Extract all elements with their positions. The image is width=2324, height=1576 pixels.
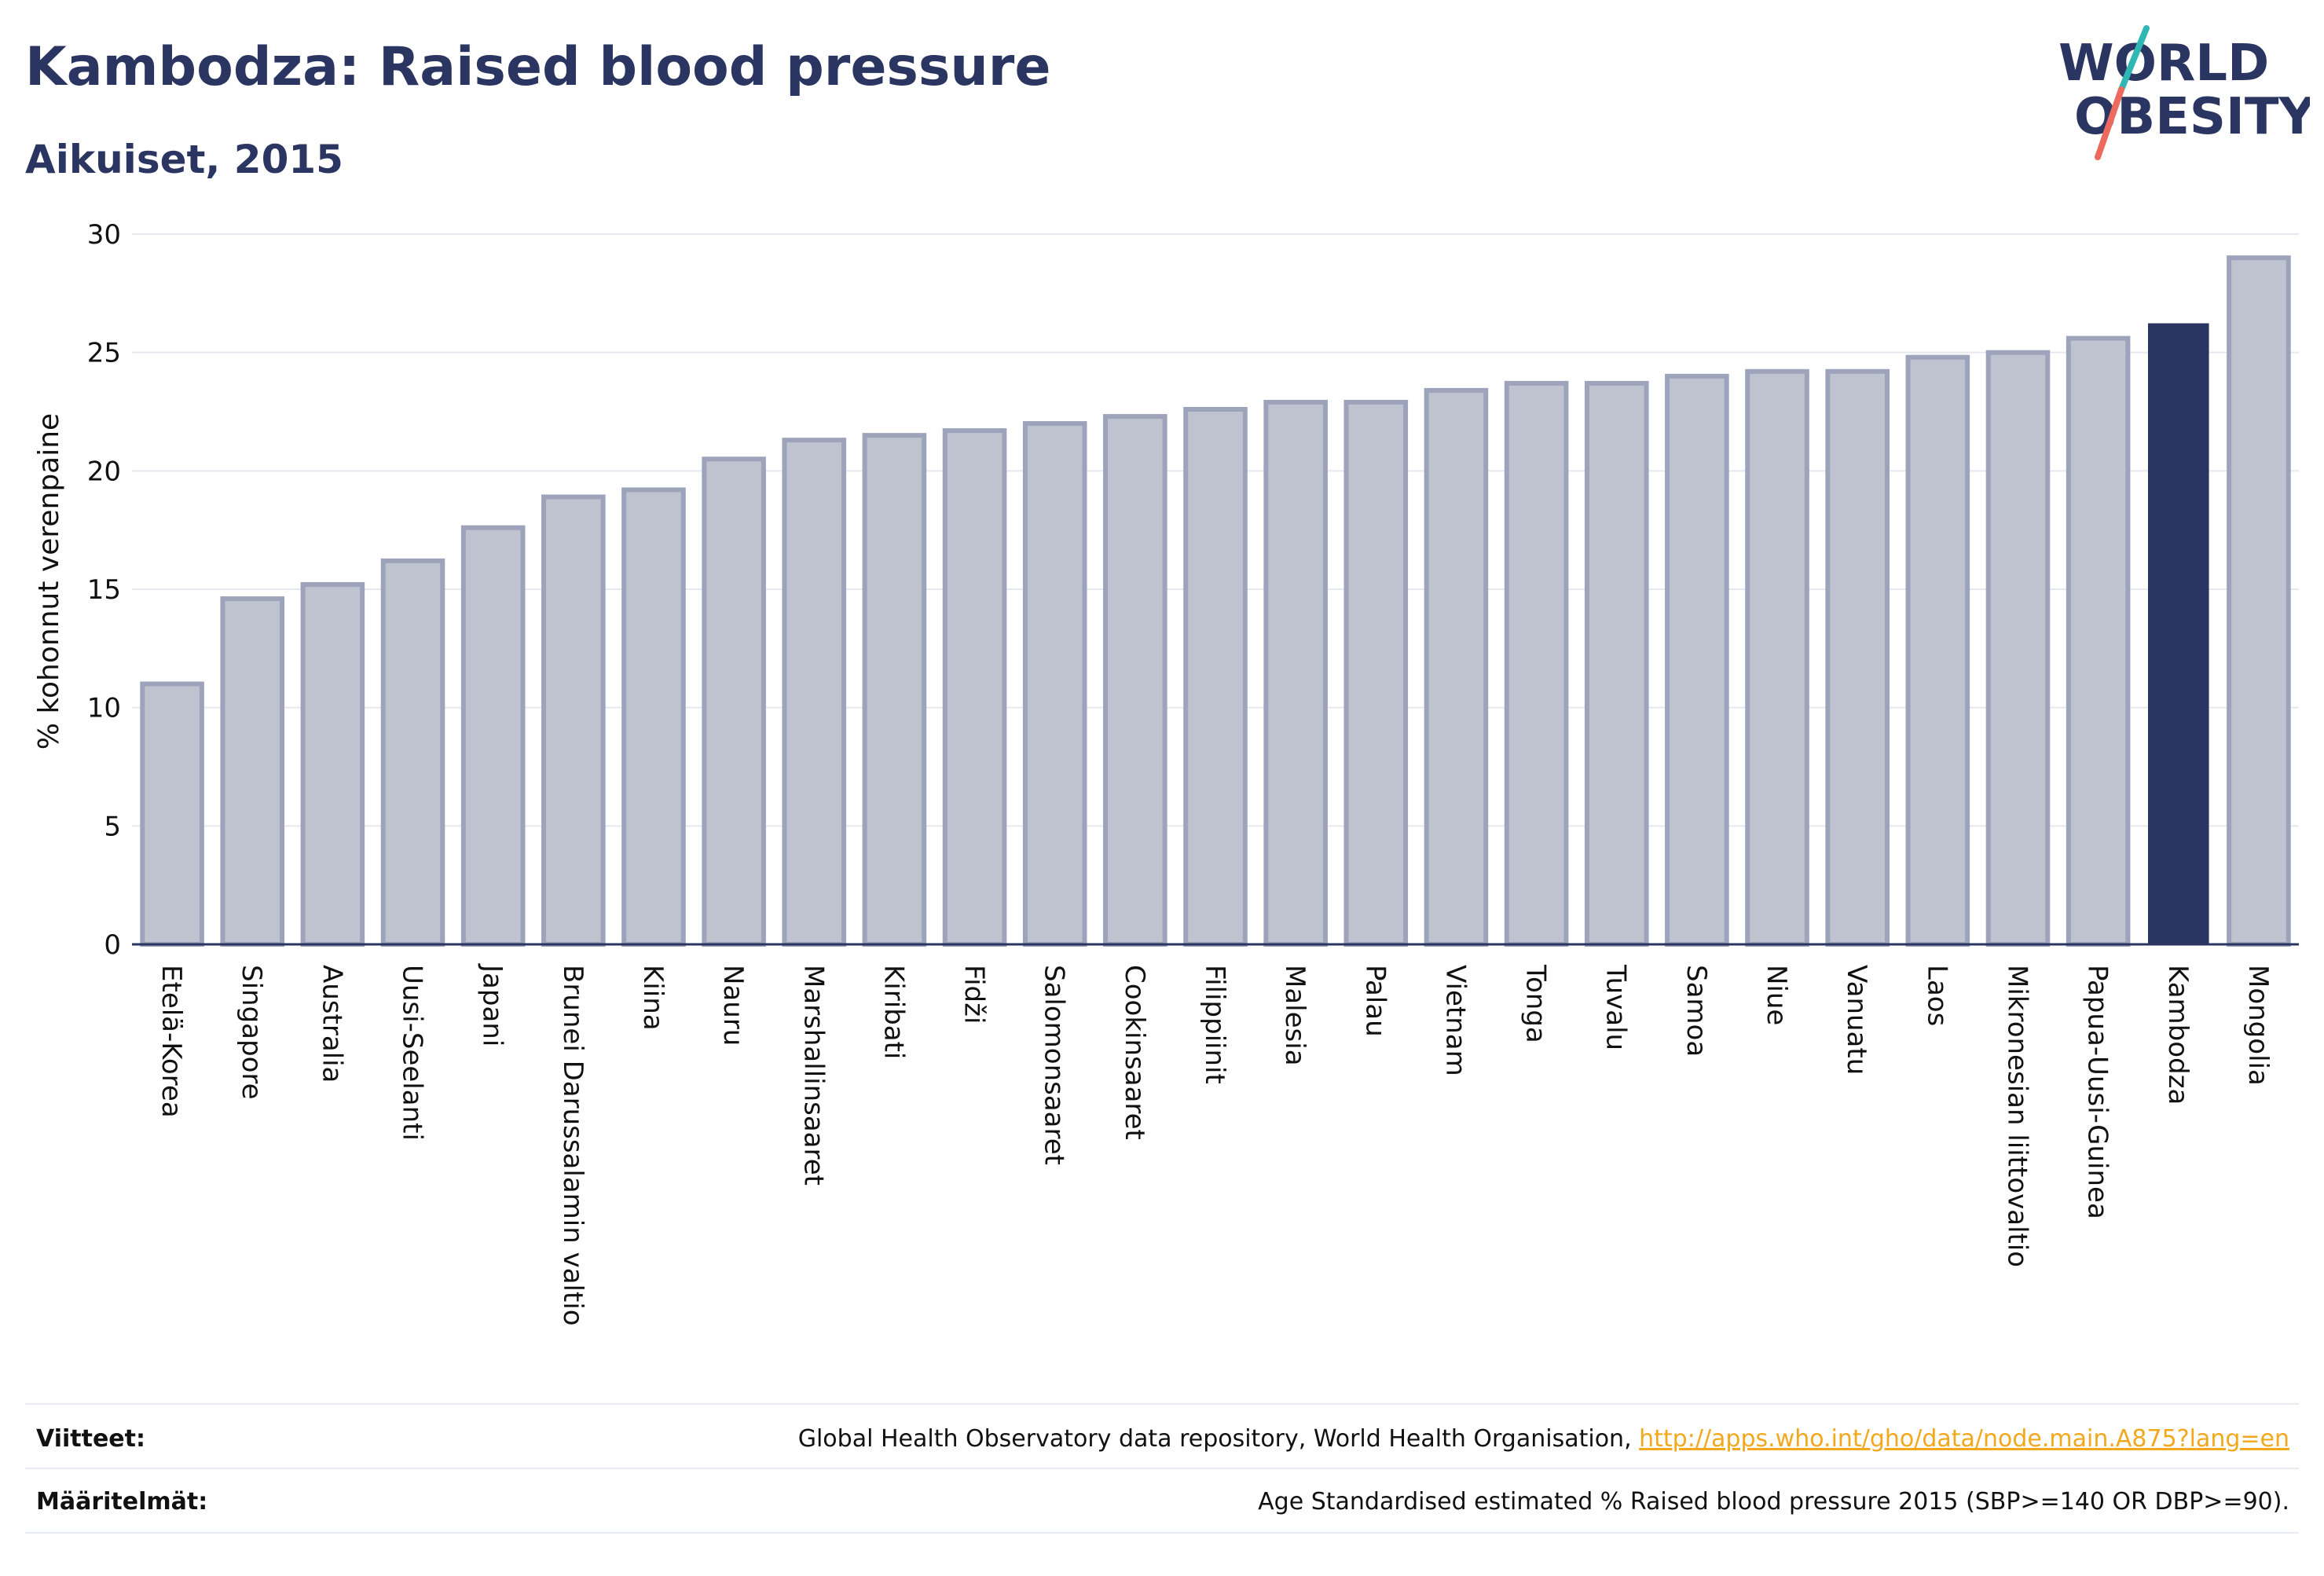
sources-text: Global Health Observatory data repositor…	[798, 1425, 2289, 1453]
sources-link[interactable]: http://apps.who.int/gho/data/node.main.A…	[1639, 1425, 2289, 1453]
x-tick-label: Kambodza	[2162, 965, 2194, 1105]
bar-etelä-korea[interactable]	[140, 681, 204, 947]
bar-mongolia[interactable]	[2227, 255, 2291, 947]
x-tick-label: Filippiinit	[1199, 965, 1230, 1084]
y-tick-label: 15	[87, 574, 121, 606]
bar-cookinsaaret[interactable]	[1103, 414, 1167, 947]
bar-laos[interactable]	[1905, 354, 1970, 947]
y-tick-label: 5	[104, 811, 121, 842]
bar-tonga[interactable]	[1504, 380, 1569, 947]
definitions-label: Määritelmät:	[36, 1488, 208, 1516]
bar-kiribati[interactable]	[862, 433, 927, 947]
x-tick-label: Uusi-Seelanti	[397, 965, 428, 1141]
y-tick-label: 30	[87, 219, 121, 251]
x-tick-label: Malesia	[1279, 965, 1310, 1066]
x-tick-label: Marshallinsaaret	[797, 965, 829, 1186]
y-tick-label: 25	[87, 338, 121, 369]
bar-tuvalu[interactable]	[1584, 380, 1649, 947]
y-tick-label: 10	[87, 693, 121, 724]
x-tick-label: Australia	[316, 965, 347, 1083]
bar-kiina[interactable]	[621, 487, 686, 947]
bar-layer	[140, 255, 2291, 947]
x-tick-label: Cookinsaaret	[1119, 965, 1150, 1140]
bar-brunei-darussalamin-valtio[interactable]	[541, 494, 606, 947]
footer-divider-middle	[25, 1468, 2299, 1469]
x-tick-label: Papua-Uusi-Guinea	[2082, 965, 2113, 1219]
bar-papua-uusi-guinea[interactable]	[2066, 335, 2131, 947]
bar-vietnam[interactable]	[1424, 387, 1489, 947]
x-tick-label: Mikronesian liittovaltio	[2001, 965, 2033, 1267]
logo-slash-top	[2118, 25, 2150, 93]
x-tick-label: Nauru	[717, 965, 749, 1046]
bar-kambodza[interactable]	[2147, 323, 2209, 945]
x-tick-label: Etelä-Korea	[156, 965, 187, 1118]
x-tick-label: Mongolia	[2242, 965, 2274, 1086]
y-tick-label: 20	[87, 456, 121, 487]
bar-palau[interactable]	[1343, 399, 1409, 947]
definitions-text: Age Standardised estimated % Raised bloo…	[1258, 1488, 2289, 1516]
logo-word-world: WORLD	[2058, 35, 2269, 93]
bar-samoa[interactable]	[1665, 373, 1729, 947]
chart-title: Kambodza: Raised blood pressure	[25, 36, 1051, 98]
x-tick-label: Tonga	[1520, 964, 1552, 1043]
x-tick-label: Salomonsaaret	[1039, 965, 1070, 1165]
bar-niue[interactable]	[1745, 368, 1809, 947]
x-tick-label: Vanuatu	[1841, 965, 1872, 1075]
bar-salomonsaaret[interactable]	[1022, 421, 1087, 947]
sources-citation: Global Health Observatory data repositor…	[797, 1425, 1640, 1453]
x-tick-label: Samoa	[1681, 965, 1712, 1057]
bar-marshallinsaaret[interactable]	[782, 438, 847, 947]
bar-malesia[interactable]	[1263, 399, 1328, 947]
x-tick-label: Palau	[1359, 965, 1391, 1037]
x-tick-label: Singapore	[236, 965, 267, 1100]
bar-singapore[interactable]	[220, 596, 285, 947]
world-obesity-logo: WORLD OBESITY	[2058, 25, 2310, 160]
bar-chart: 0 5 10 15 20 25 30 Etelä-Korea Singapore Australi…	[33, 219, 2299, 1326]
footer-divider-top	[25, 1403, 2299, 1405]
chart-subtitle: Aikuiset, 2015	[25, 137, 343, 182]
bar-fidži[interactable]	[942, 428, 1007, 947]
x-tick-label: Vietnam	[1439, 965, 1471, 1076]
x-tick-label: Fidži	[959, 965, 990, 1024]
bar-australia[interactable]	[300, 581, 365, 947]
bar-vanuatu[interactable]	[1825, 368, 1890, 947]
y-tick-label: 0	[104, 929, 121, 961]
x-tick-label: Kiribati	[878, 965, 909, 1059]
footer-divider-bottom	[25, 1532, 2299, 1534]
bar-japani[interactable]	[460, 525, 526, 947]
x-tick-label: Japani	[477, 963, 508, 1046]
x-tick-label: Niue	[1761, 965, 1792, 1025]
axis-layer: 0 5 10 15 20 25 30 Etelä-Korea Singapore Australi…	[87, 219, 2299, 1326]
x-tick-label: Laos	[1921, 965, 1952, 1026]
x-tick-label: Kiina	[637, 965, 669, 1031]
bar-uusi-seelanti[interactable]	[380, 558, 445, 947]
x-tick-label: Tuvalu	[1600, 964, 1632, 1050]
y-axis-label: % kohonnut verenpaine	[33, 413, 65, 750]
bar-filippiinit[interactable]	[1183, 406, 1248, 947]
bar-nauru[interactable]	[702, 456, 766, 947]
logo-slash-bottom	[2095, 86, 2124, 160]
sources-label: Viitteet:	[36, 1425, 145, 1453]
x-tick-label: Brunei Darussalamin valtio	[557, 965, 588, 1326]
bar-mikronesian-liittovaltio[interactable]	[1985, 350, 2051, 947]
